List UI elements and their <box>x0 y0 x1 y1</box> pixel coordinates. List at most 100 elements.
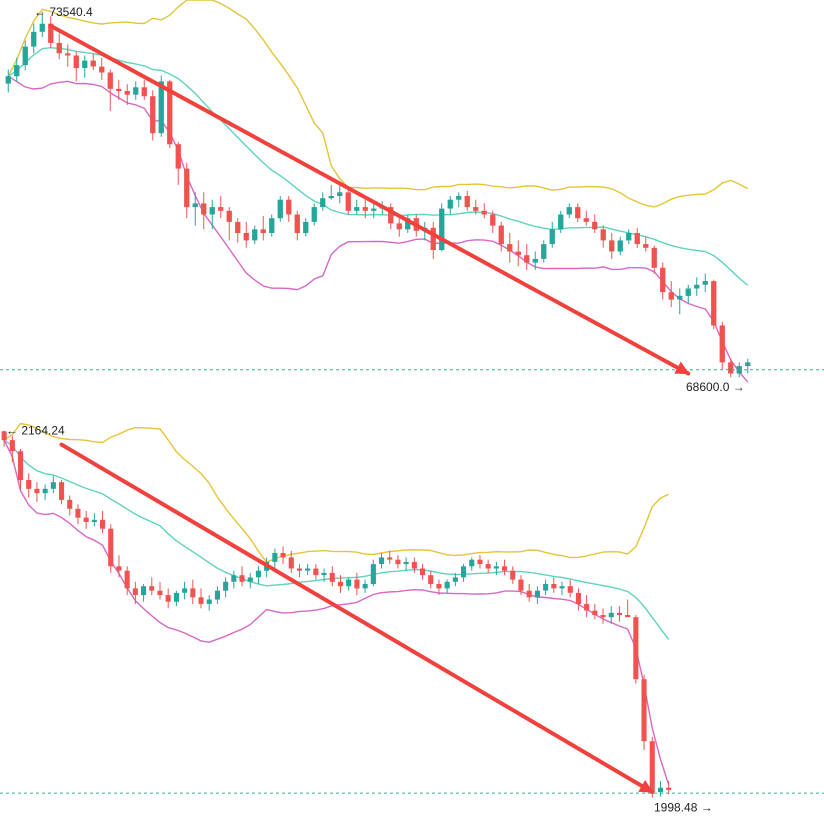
candle-up <box>447 196 453 215</box>
candle-down <box>67 495 73 516</box>
candle-down <box>515 240 521 267</box>
candle-up <box>685 284 691 304</box>
high-price-label: ← 73540.4 <box>34 5 93 19</box>
candle-down <box>260 215 266 241</box>
candle-body <box>311 207 317 222</box>
candle-up <box>320 192 326 211</box>
candle-down <box>584 595 590 618</box>
candle-body <box>649 741 655 793</box>
candle-body <box>447 199 453 209</box>
candle-body <box>510 570 516 580</box>
candle-up <box>305 564 311 576</box>
candle-up <box>206 595 212 611</box>
candle-body <box>464 196 470 208</box>
candle-down <box>201 192 207 230</box>
candle-up <box>657 781 663 797</box>
candle-down <box>48 16 54 49</box>
candle-body <box>592 610 598 615</box>
candle-down <box>108 524 114 573</box>
candle-body <box>657 787 663 793</box>
candle-up <box>82 55 88 78</box>
candle-body <box>387 557 393 560</box>
candle-down <box>507 232 513 263</box>
candle-body <box>141 87 147 97</box>
candle-down <box>518 575 524 596</box>
candle-body <box>247 577 253 582</box>
candle-body <box>14 65 20 77</box>
candle-body <box>190 588 196 598</box>
candle-body <box>430 227 436 250</box>
candle-body <box>313 568 319 576</box>
candle-body <box>75 508 81 518</box>
candle-body <box>616 612 622 615</box>
candle-up <box>559 581 565 596</box>
candle-body <box>42 488 48 494</box>
candle-up <box>223 577 229 598</box>
candle-body <box>354 207 360 211</box>
candle-body <box>26 480 32 489</box>
candle-body <box>452 577 458 582</box>
candle-body <box>477 559 483 565</box>
candle-body <box>728 362 734 374</box>
candle-down <box>90 53 96 71</box>
candle-body <box>214 590 220 600</box>
candle-body <box>532 258 538 263</box>
candle-body <box>575 207 581 219</box>
candle-body <box>567 586 573 593</box>
candle-body <box>83 517 89 522</box>
candle-body <box>625 615 631 618</box>
candle-body <box>411 561 417 569</box>
low-price-label: 1998.48 → <box>654 801 713 815</box>
candle-body <box>165 595 171 602</box>
candle-body <box>239 575 245 582</box>
candle-up <box>608 606 614 624</box>
candle-body <box>362 207 368 211</box>
candle-body <box>666 787 672 790</box>
candle-down <box>387 550 393 565</box>
candle-body <box>184 168 190 208</box>
candle-down <box>107 69 113 111</box>
candle-down <box>567 579 573 598</box>
candle-down <box>481 203 487 219</box>
candle-body <box>48 23 54 43</box>
candle-down <box>116 555 122 578</box>
candle-down <box>198 588 204 609</box>
candle-down <box>411 557 417 573</box>
candle-down <box>616 606 622 622</box>
candle-down <box>288 550 294 573</box>
candle-body <box>1 431 7 441</box>
candle-body <box>485 564 491 569</box>
downtrend-arrow <box>59 442 655 795</box>
candle-down <box>226 207 232 241</box>
candle-down <box>165 588 171 609</box>
candle-up <box>91 513 97 527</box>
candle-down <box>149 577 155 596</box>
candle-body <box>198 597 204 604</box>
candle-body <box>243 233 249 241</box>
candle-down <box>59 479 65 505</box>
candle-body <box>745 362 751 367</box>
candle-body <box>150 96 156 134</box>
candle-up <box>541 240 547 263</box>
candle-body <box>337 581 343 587</box>
candle-up <box>626 229 632 245</box>
candle-down <box>428 570 434 589</box>
candle-body <box>173 592 179 602</box>
candle-up <box>311 203 317 226</box>
candle-up <box>214 586 220 604</box>
candle-down <box>124 566 130 596</box>
candle-body <box>303 221 309 233</box>
candle-down <box>498 221 504 252</box>
candle-down <box>9 435 15 463</box>
candle-up <box>439 203 445 252</box>
candle-up <box>371 203 377 219</box>
candle-body <box>345 192 351 211</box>
candle-down <box>280 546 286 565</box>
candle-down <box>502 559 508 576</box>
candle-body <box>107 72 113 89</box>
candle-down <box>436 579 442 596</box>
candle-body <box>201 203 207 215</box>
candle-up <box>461 564 467 582</box>
candle-down <box>420 564 426 580</box>
bb-lower-line <box>3 439 670 786</box>
